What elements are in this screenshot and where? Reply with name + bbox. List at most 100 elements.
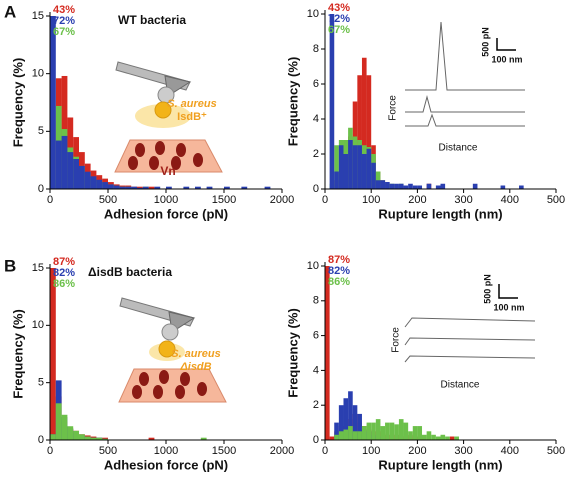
bar [108,184,114,189]
vn-molecule [155,141,165,155]
force-curves [405,21,525,127]
x-tick-label: 300 [454,194,472,206]
bar [61,135,68,189]
bar [334,434,339,440]
bar [79,434,85,440]
bar [440,434,446,440]
force-curve [405,95,525,113]
bar [435,436,441,440]
annotation: 100 nm [491,54,522,64]
y-tick-label: 15 [32,262,44,274]
legend-label: 82% [328,265,350,277]
bar [343,429,349,440]
bar [102,438,108,440]
bar [375,419,381,440]
y-tick-label: 6 [313,330,319,342]
x-tick-label: 500 [99,194,117,206]
bar [61,414,68,440]
annotation: 500 pN [480,27,490,57]
bar [371,422,376,440]
bar [454,436,459,440]
vn-molecule [132,385,142,399]
bar [398,419,404,440]
vn-molecule [197,382,207,396]
x-tick-label: 0 [322,194,328,206]
x-axis-label: Rupture length (nm) [378,457,502,472]
bar [348,391,353,440]
x-tick-label: 400 [501,445,519,457]
y-tick-label: 10 [32,319,44,331]
x-tick-label: 500 [547,445,565,457]
bar [449,436,455,440]
annotation: Vn [160,164,175,178]
y-tick-label: 15 [32,10,44,22]
bar [348,426,353,440]
bar [389,422,395,440]
legend-label: 67% [328,24,350,36]
bar [357,413,362,440]
annotation: ΔisdB [179,361,211,373]
bar [417,185,423,189]
legend-label: 86% [328,276,350,288]
x-tick-label: 0 [47,194,53,206]
x-tick-label: 2000 [270,445,294,457]
scale-bar [498,284,518,299]
vn-molecule [139,372,149,386]
y-tick-label: 0 [38,434,44,446]
x-axis-label: Rupture length (nm) [378,206,502,221]
x-tick-label: 200 [408,445,426,457]
annotation: S. aureus [167,98,217,110]
bar [348,140,353,189]
vn-molecule [176,143,186,157]
bar [380,426,386,440]
bar [366,422,372,440]
bar [361,154,367,189]
y-tick-label: 4 [313,113,319,125]
annotation: 500 pN [482,274,492,304]
vn-molecule [128,156,138,170]
y-tick-label: 2 [313,399,319,411]
bar [366,75,372,189]
bar [329,14,335,189]
x-tick-label: 500 [547,194,565,206]
bar [343,154,349,189]
bar [102,182,108,189]
bar [195,186,201,189]
bar [55,403,62,440]
vn-molecule [193,153,203,167]
afm-cartoon [118,297,227,403]
bar [357,75,362,189]
x-tick-label: 0 [322,445,328,457]
bar [394,424,399,440]
bar [84,171,91,189]
bar [200,437,207,440]
legend-label: 87% [53,256,75,268]
panel-title: WT bacteria [118,13,186,27]
bar [426,431,432,440]
force-curve [405,113,525,127]
vn-molecule [135,143,145,157]
bar [417,426,423,440]
bar [394,183,399,189]
bar [361,426,367,440]
bar [154,186,161,189]
bar [338,431,344,440]
y-tick-label: 2 [313,148,319,160]
bar [50,16,56,189]
bar [408,183,413,189]
annotation: Force [388,95,399,121]
legend-label: 86% [53,278,75,290]
bar [148,437,155,440]
y-tick-label: 4 [313,364,319,376]
bar [325,266,330,440]
bar [352,145,358,189]
y-tick-label: 8 [313,295,319,307]
y-axis-label: Frequency (%) [10,58,25,148]
bar [90,176,97,189]
force-curve [404,337,536,346]
x-tick-label: 300 [454,445,472,457]
bar [79,165,85,189]
bar [412,185,418,189]
x-tick-label: 1000 [154,194,178,206]
bar [96,437,103,440]
